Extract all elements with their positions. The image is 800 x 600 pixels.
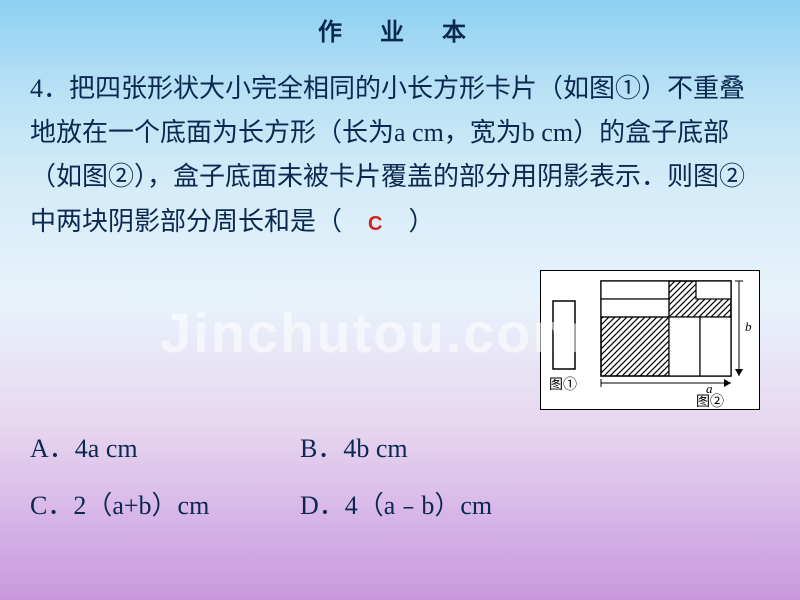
figure-container: a b 图① 图② bbox=[540, 270, 760, 410]
options-block: A．4a cm B．4b cm C．2（a+b）cm D．4（a﹣b）cm bbox=[30, 420, 550, 534]
option-d: D．4（a﹣b）cm bbox=[300, 477, 550, 534]
option-c: C．2（a+b）cm bbox=[30, 477, 300, 534]
question-text: 4．把四张形状大小完全相同的小长方形卡片（如图①）不重叠地放在一个底面为长方形（… bbox=[0, 47, 800, 254]
page-title: 作 业 本 bbox=[0, 0, 800, 47]
question-body: 把四张形状大小完全相同的小长方形卡片（如图①）不重叠地放在一个底面为长方形（长为… bbox=[30, 74, 745, 236]
fig1-card bbox=[553, 301, 575, 369]
figure-svg: a b 图① 图② bbox=[541, 271, 761, 411]
dim-b-label: b bbox=[745, 319, 752, 334]
fig2-label: 图② bbox=[696, 394, 724, 410]
answer-mark: C bbox=[368, 213, 382, 235]
dim-a-label: a bbox=[706, 381, 713, 396]
fig1-label: 图① bbox=[549, 377, 577, 393]
question-number: 4． bbox=[30, 74, 69, 103]
fig2-group: a b bbox=[601, 281, 752, 396]
option-a: A．4a cm bbox=[30, 420, 300, 477]
option-b: B．4b cm bbox=[300, 420, 500, 477]
watermark: Jinchutou.com bbox=[160, 300, 584, 365]
question-end: ） bbox=[409, 207, 435, 236]
